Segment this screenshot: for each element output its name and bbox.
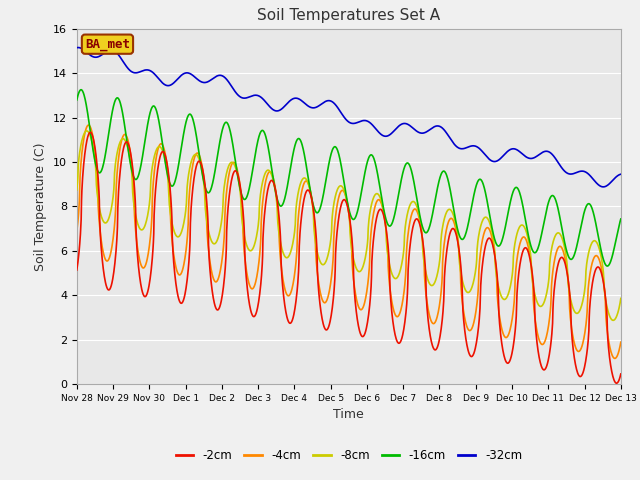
Line: -4cm: -4cm (77, 125, 621, 359)
-2cm (325, 323, 333, 328)
-16cm (73, 97, 81, 103)
-4cm (383, 233, 390, 239)
-16cm (325, 160, 333, 166)
-16cm (77, 87, 85, 93)
-4cm (611, 356, 619, 361)
-4cm (73, 228, 81, 234)
-8cm (325, 248, 333, 253)
-2cm (73, 267, 81, 273)
-2cm (316, 294, 323, 300)
-2cm (86, 130, 94, 135)
-2cm (115, 179, 123, 184)
-2cm (138, 285, 145, 290)
Title: Soil Temperatures Set A: Soil Temperatures Set A (257, 9, 440, 24)
-32cm (617, 171, 625, 177)
-2cm (383, 231, 390, 237)
-16cm (617, 216, 625, 222)
-4cm (304, 180, 312, 186)
-8cm (316, 256, 323, 262)
-32cm (600, 184, 607, 190)
-32cm (325, 98, 333, 104)
-8cm (383, 243, 390, 249)
-32cm (73, 45, 81, 50)
-8cm (609, 317, 617, 323)
-4cm (325, 290, 333, 296)
-16cm (304, 173, 312, 179)
-4cm (617, 339, 625, 345)
-4cm (138, 263, 145, 269)
-8cm (617, 296, 625, 301)
-16cm (316, 208, 323, 214)
X-axis label: Time: Time (333, 408, 364, 421)
-8cm (73, 187, 81, 193)
-4cm (115, 150, 123, 156)
-4cm (316, 284, 323, 289)
-8cm (138, 227, 145, 233)
Line: -8cm: -8cm (77, 131, 621, 320)
-32cm (304, 103, 312, 109)
-2cm (304, 187, 312, 193)
-32cm (316, 103, 323, 108)
-8cm (115, 142, 123, 147)
-32cm (138, 68, 145, 74)
-2cm (617, 371, 625, 377)
-32cm (115, 53, 123, 59)
-8cm (304, 180, 312, 186)
-2cm (612, 380, 620, 386)
-32cm (74, 45, 82, 50)
-16cm (138, 160, 145, 166)
Legend: -2cm, -4cm, -8cm, -16cm, -32cm: -2cm, -4cm, -8cm, -16cm, -32cm (171, 444, 527, 467)
Line: -2cm: -2cm (77, 132, 621, 383)
-16cm (115, 97, 123, 103)
-32cm (383, 133, 390, 139)
-8cm (83, 128, 90, 134)
-16cm (604, 263, 611, 269)
Text: BA_met: BA_met (85, 37, 130, 51)
Line: -32cm: -32cm (77, 48, 621, 187)
-16cm (383, 219, 390, 225)
-4cm (84, 122, 92, 128)
Line: -16cm: -16cm (77, 90, 621, 266)
Y-axis label: Soil Temperature (C): Soil Temperature (C) (35, 142, 47, 271)
